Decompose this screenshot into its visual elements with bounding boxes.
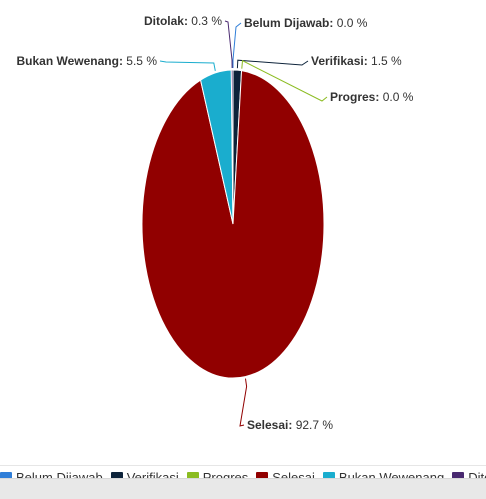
connector-belum-dijawab [232,22,242,68]
pie-slices [141,69,325,379]
bottom-overlay-bar [0,478,486,499]
connector-selesai [239,378,248,427]
pie-slice-ditolak[interactable] [230,69,234,225]
data-label-bukan-wewenang: Bukan Wewenang: 5.5 % [17,54,158,68]
label-connectors [159,20,328,427]
data-label-ditolak: Ditolak: 0.3 % [144,14,222,28]
connector-verifikasi [236,59,309,69]
pie-slice-selesai[interactable] [141,70,325,379]
data-label-selesai: Selesai: 92.7 % [247,418,333,432]
data-label-verifikasi: Verifikasi: 1.5 % [311,54,402,68]
connector-bukan-wewenang [159,60,216,71]
data-label-belum-dijawab: Belum Dijawab: 0.0 % [244,16,368,30]
pie-chart: Belum Dijawab: 0.0 % Verifikasi: 1.5 % Pro… [17,14,414,432]
connector-ditolak [224,20,233,69]
connector-progres [241,59,328,102]
slice-labels: Belum Dijawab: 0.0 % Verifikasi: 1.5 % Pro… [17,14,414,432]
data-label-progres: Progres: 0.0 % [330,90,414,104]
